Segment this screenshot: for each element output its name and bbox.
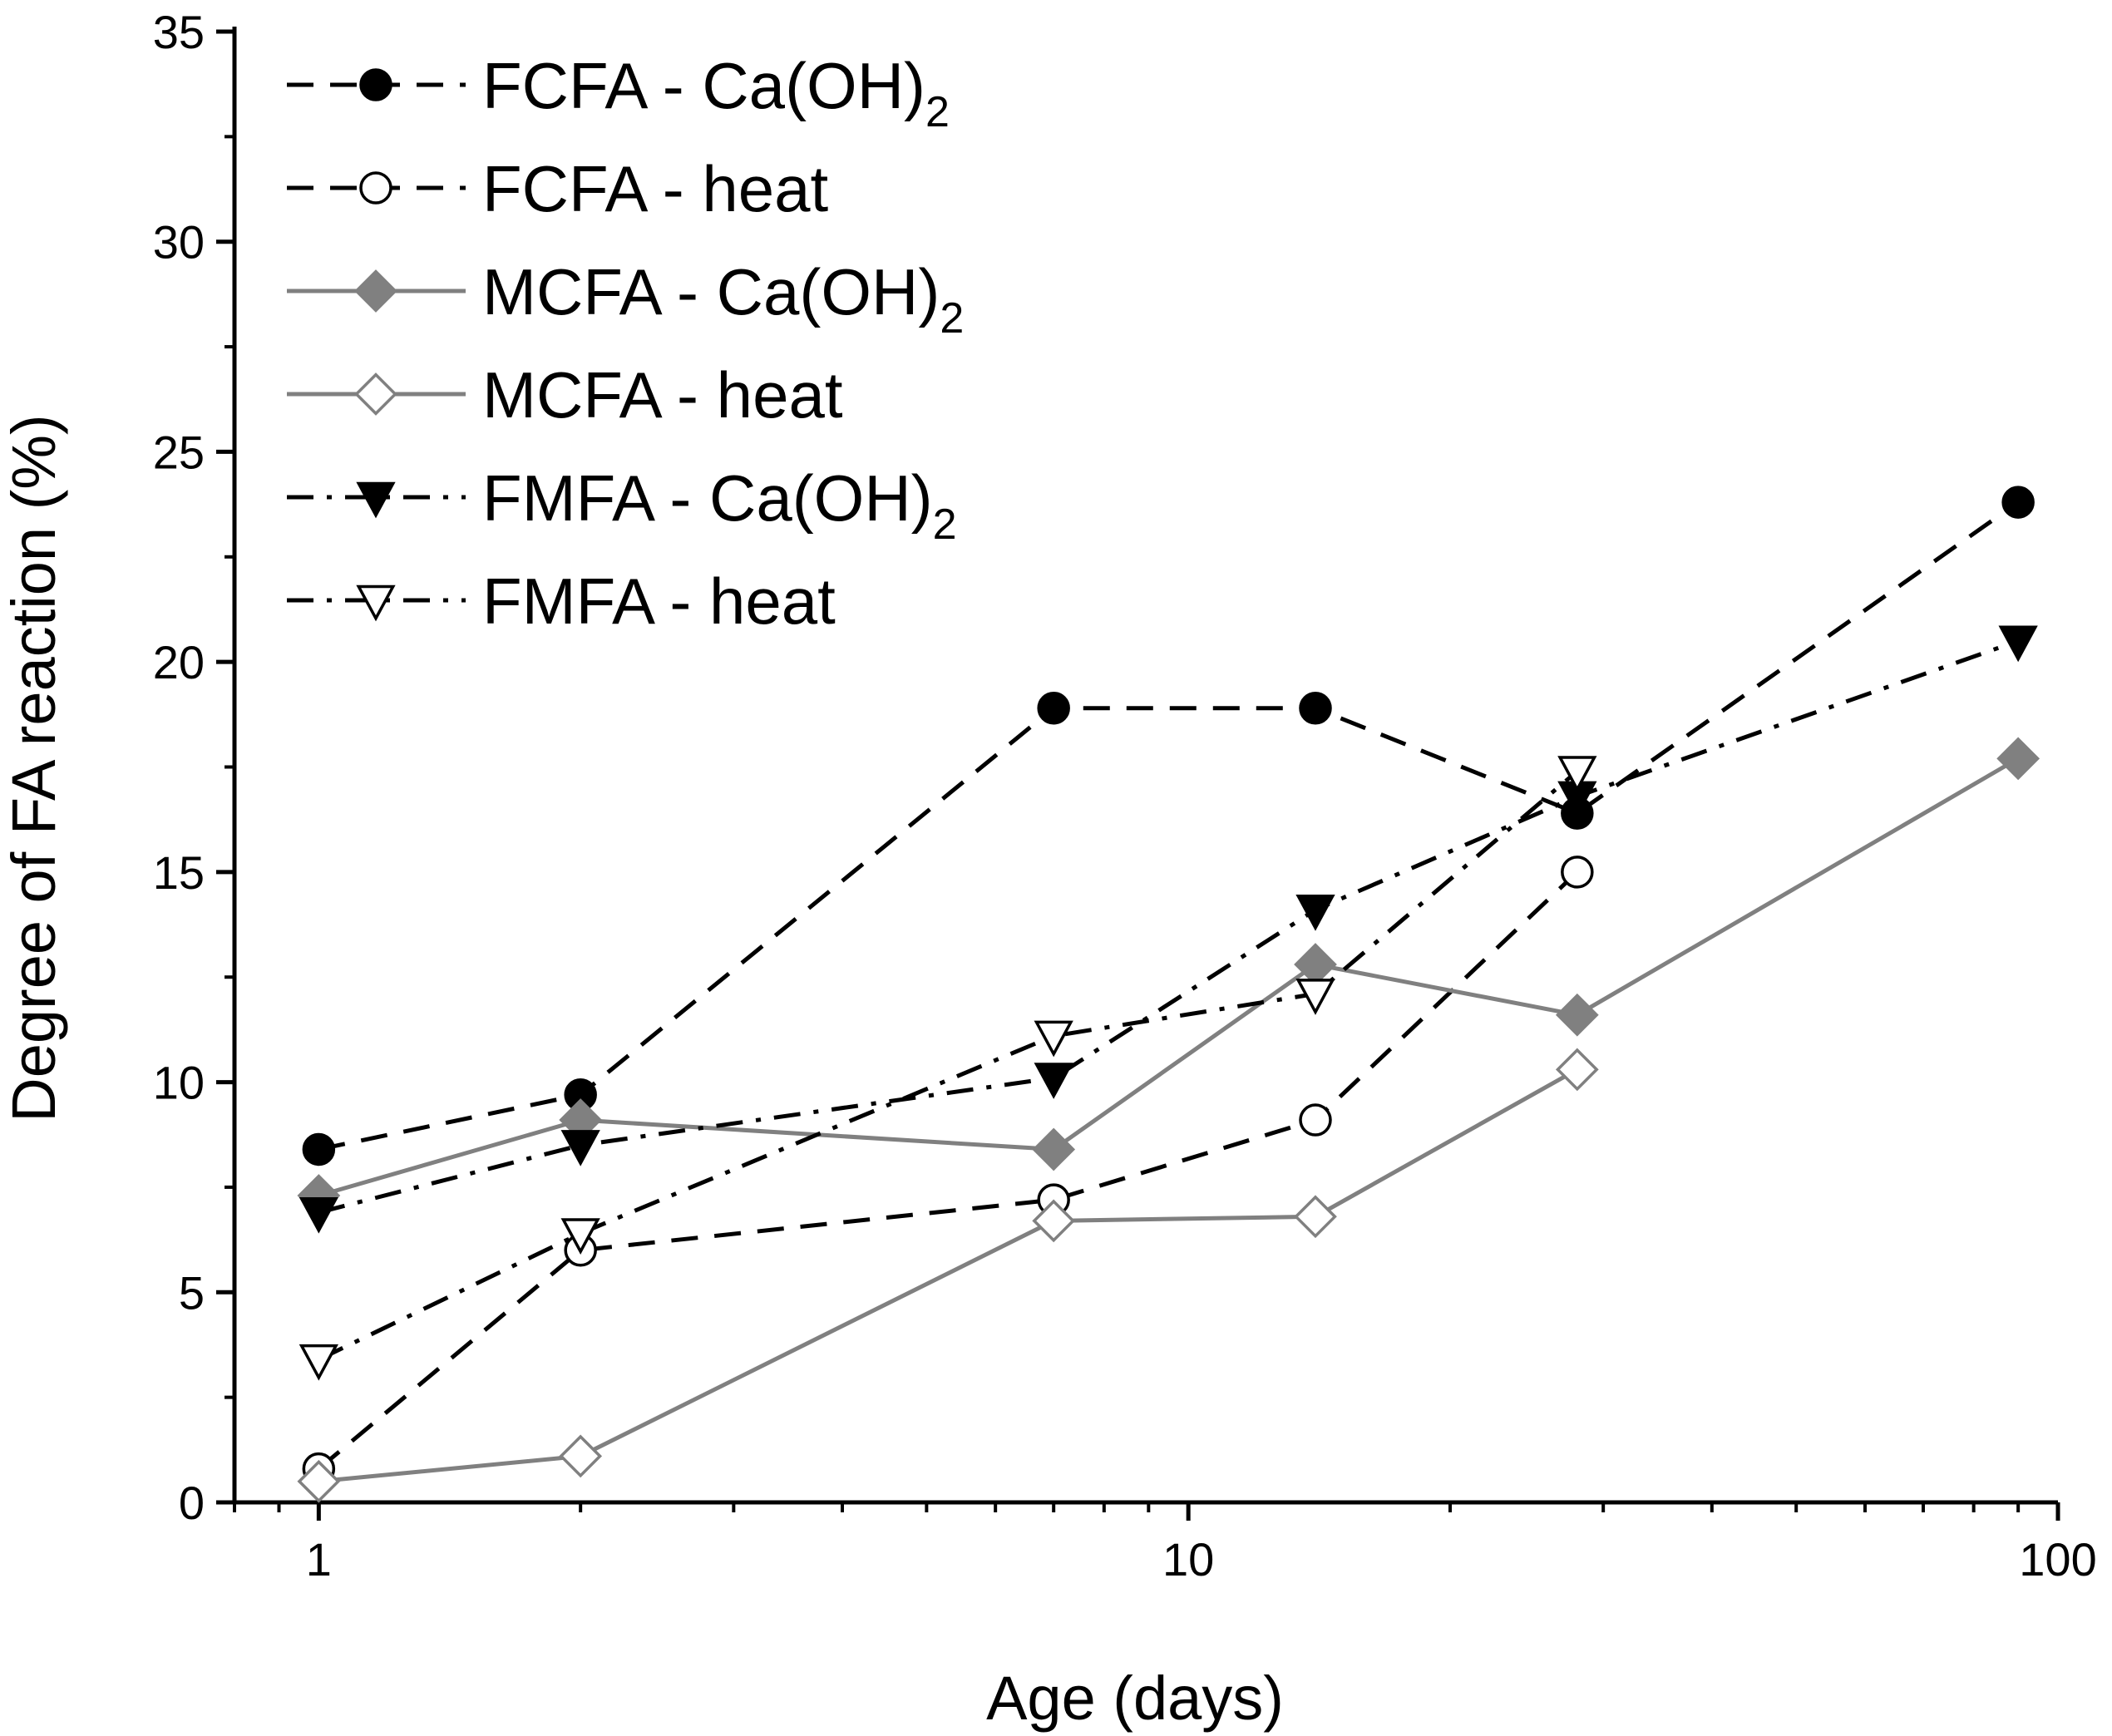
legend-item: MCFA - Ca(OH)2 [287,255,964,343]
legend-item: FCFA - Ca(OH)2 [287,49,950,136]
y-tick-label: 25 [153,426,205,478]
data-point-marker [1032,1199,1076,1243]
data-point-marker [1294,1195,1337,1239]
data-point-marker [1295,979,1335,1015]
y-axis-title: Degree of FA reaction (%) [0,414,68,1122]
data-point-marker [1561,856,1594,889]
data-point-marker [560,1130,600,1166]
data-point-marker [297,1459,341,1503]
data-point-marker [1037,691,1070,725]
series-4 [297,1048,1599,1503]
data-point-marker [1299,691,1332,725]
series-line [317,870,1579,1471]
data-point-marker [1032,1127,1076,1171]
data-point-marker [356,584,396,622]
legend-label-main: FMFA - heat [482,565,836,638]
y-tick-label: 20 [153,636,205,688]
legend-label: FCFA - heat [482,152,828,225]
series-1 [302,486,2035,1166]
data-point-marker [354,269,397,313]
series-3 [297,737,2040,1217]
data-point-marker [1557,756,1597,792]
legend-label-main: MCFA - Ca(OH) [482,255,940,328]
data-point-marker [2001,486,2035,519]
data-point-marker [559,1434,603,1478]
data-point-marker [359,171,392,205]
axes: 0 5 10 15 20 25 30 35 1 10 100 [153,6,2097,1586]
legend-label-main: FCFA - Ca(OH) [482,49,925,122]
legend-item: FMFA - heat [287,565,836,638]
legend-label: FMFA - heat [482,565,836,638]
legend-label: MCFA - Ca(OH)2 [482,255,964,343]
legend-label-main: MCFA - heat [482,358,843,432]
data-point-marker [1034,1063,1073,1099]
legend-label-subscript: 2 [933,501,957,549]
legend-label-main: FCFA - heat [482,152,828,225]
data-point-marker [1294,943,1337,986]
data-point-marker [1555,993,1599,1037]
legend-label: MCFA - heat [482,358,843,432]
y-tick-label: 0 [179,1477,205,1529]
y-tick-label: 30 [153,216,205,269]
y-tick-label: 35 [153,6,205,58]
x-tick-label: 100 [2019,1533,2096,1586]
x-tick-label: 1 [306,1533,332,1586]
y-tick-label: 15 [153,846,205,899]
data-point-marker [299,1344,338,1381]
legend-label-subscript: 2 [925,88,950,136]
series-5 [299,625,2038,1234]
series-line [318,769,1579,1362]
x-axis-title: Age (days) [986,1664,1284,1733]
legend-item: MCFA - heat [287,358,843,432]
data-point-marker [1555,1048,1599,1092]
data-point-marker [354,372,397,416]
y-tick-label: 5 [179,1266,205,1319]
data-point-marker [302,1132,336,1166]
series-line [318,1068,1579,1484]
series-6 [299,756,1597,1381]
data-point-marker [1998,625,2038,663]
legend-label: FMFA - Ca(OH)2 [482,461,957,549]
series-line [318,639,2019,1215]
legend-item: FCFA - heat [287,152,828,225]
y-tick-label: 10 [153,1057,205,1109]
data-point-marker [560,1218,600,1255]
x-tick-label: 10 [1162,1533,1214,1586]
data-point-marker [359,68,392,101]
series-line [318,757,2020,1198]
legend-item: FMFA - Ca(OH)2 [287,461,957,549]
data-point-marker [356,481,396,519]
series-line [318,501,2020,1152]
data-point-marker [1295,895,1335,931]
legend-label: FCFA - Ca(OH)2 [482,49,950,136]
data-point-marker [1034,1020,1073,1058]
plot-series [297,486,2040,1503]
data-point-marker [1299,1103,1332,1137]
legend-label-subscript: 2 [940,294,964,343]
data-point-marker [299,1196,338,1234]
data-point-marker [1996,737,2040,781]
legend-label-main: FMFA - Ca(OH) [482,461,933,535]
